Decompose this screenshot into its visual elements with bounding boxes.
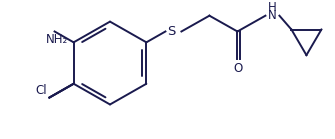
Text: NH₂: NH₂: [46, 33, 68, 46]
Text: H: H: [267, 1, 276, 14]
Text: Cl: Cl: [36, 84, 47, 97]
Text: O: O: [234, 62, 243, 75]
Text: S: S: [168, 25, 176, 38]
Text: N: N: [267, 9, 276, 22]
